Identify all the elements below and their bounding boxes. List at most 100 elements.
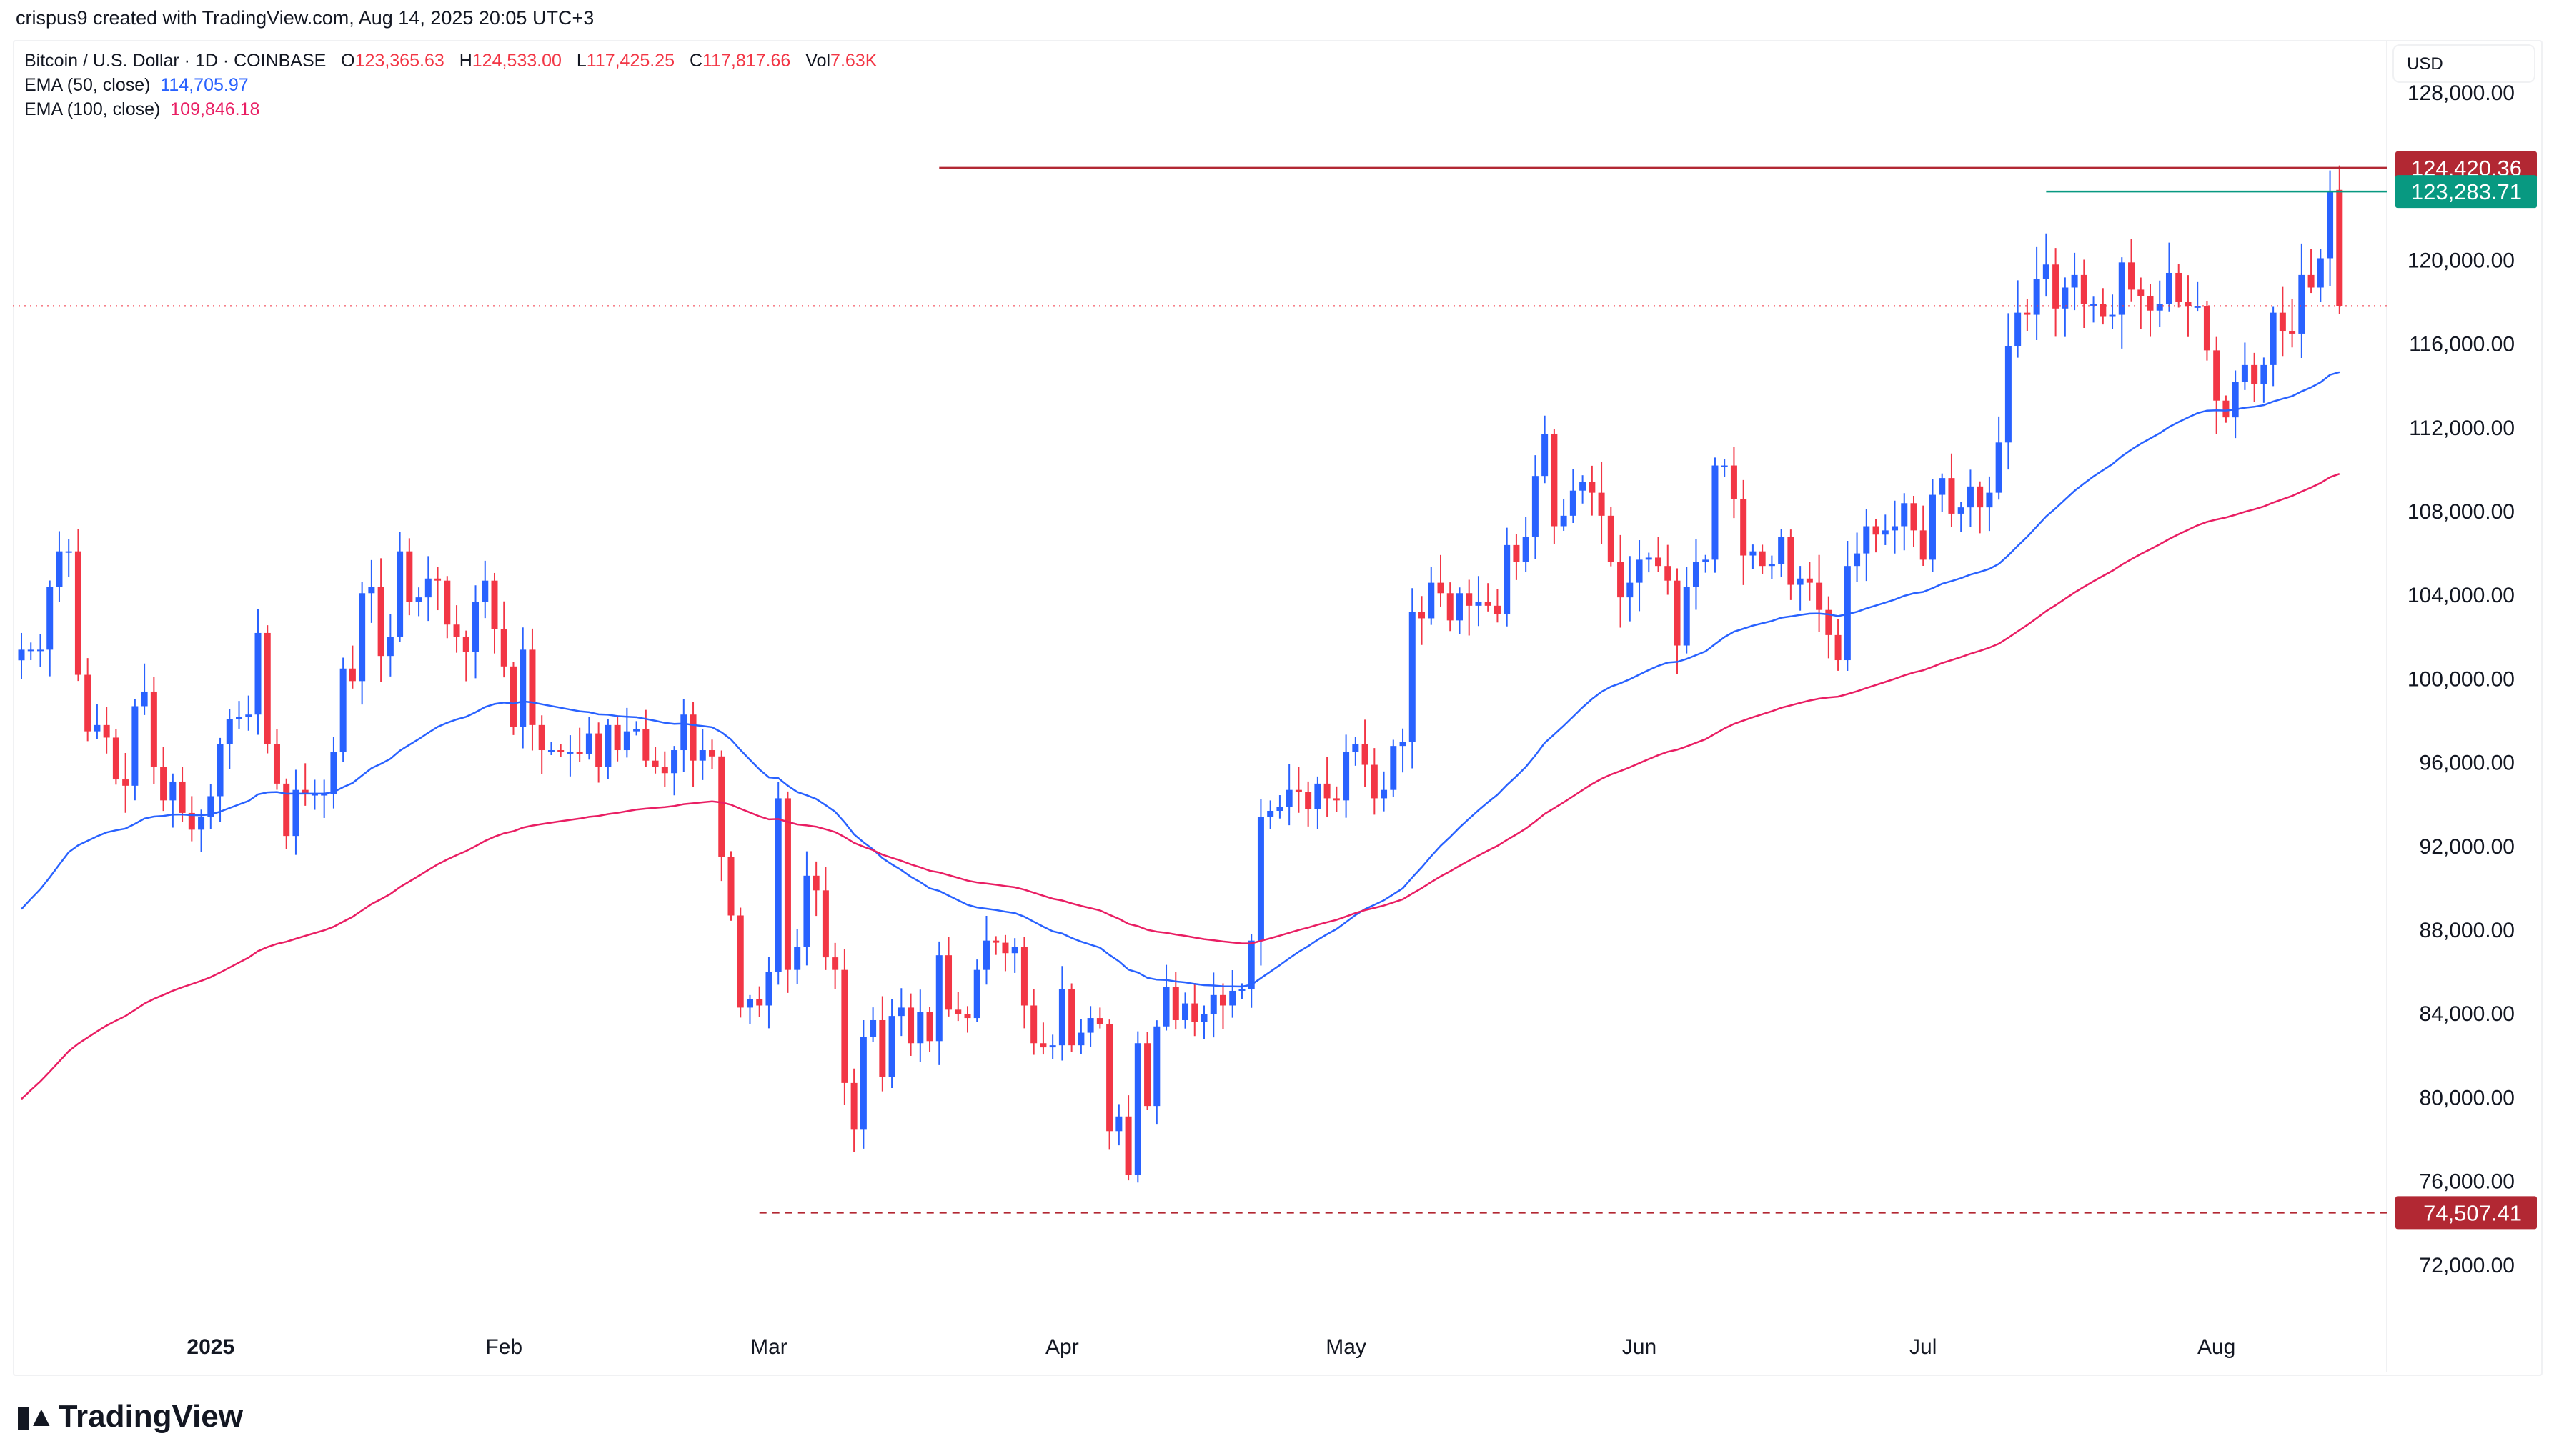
x-tick-label: 2025	[187, 1335, 234, 1359]
candle-body	[1408, 612, 1416, 742]
ema100-line	[21, 473, 2340, 1100]
ema100-label: EMA (100, close)	[24, 99, 161, 119]
tradingview-logo[interactable]: ▮▲ TradingView	[16, 1399, 243, 1435]
candle-body	[1740, 499, 1747, 556]
x-tick-label: Jul	[1909, 1335, 1937, 1359]
level-price-label: 74,507.41	[2423, 1200, 2522, 1225]
candle-body	[500, 629, 507, 667]
candle-body	[2213, 350, 2220, 401]
candle-body	[283, 783, 290, 837]
candle-body	[179, 781, 186, 813]
candle-body	[46, 587, 54, 650]
candle-body	[1522, 537, 1529, 562]
ema100-row[interactable]: EMA (100, close) 109,846.18	[24, 97, 877, 121]
candle-body	[1645, 557, 1652, 560]
candle-body	[983, 940, 990, 970]
close-label: C	[689, 51, 703, 71]
y-tick-label: 80,000.00	[2420, 1086, 2515, 1110]
candle-body	[1087, 1018, 1094, 1033]
candle-body	[1655, 557, 1662, 567]
level-price-badge	[2395, 1196, 2537, 1230]
candle-body	[2100, 304, 2107, 317]
candle-body	[1948, 478, 1955, 514]
candle-body	[898, 1007, 905, 1017]
candle-body	[1201, 1014, 1208, 1022]
candle-body	[150, 691, 157, 767]
candle-body	[2033, 279, 2040, 315]
candle-body	[1484, 601, 1491, 606]
y-tick-label: 88,000.00	[2420, 919, 2515, 942]
candle-body	[1049, 1045, 1056, 1048]
candle-body	[1229, 990, 1236, 1006]
candle-body	[2203, 306, 2210, 351]
candle-body	[1210, 994, 1217, 1014]
candle-body	[131, 706, 139, 786]
candle-body	[908, 1007, 915, 1044]
level-price-badge	[2395, 175, 2537, 209]
candle-body	[746, 999, 753, 1008]
candle-body	[2014, 312, 2022, 346]
low-value: 117,425.25	[586, 51, 675, 71]
x-tick-label: May	[1326, 1335, 1366, 1359]
candle-body	[1390, 746, 1397, 790]
candle-body	[2222, 400, 2230, 418]
candle-body	[784, 798, 791, 970]
ema50-line	[21, 371, 2340, 988]
symbol-title[interactable]: Bitcoin / U.S. Dollar · 1D · COINBASE	[24, 51, 327, 71]
candle-body	[2042, 264, 2049, 279]
candle-body	[1569, 490, 1576, 516]
x-tick-label: Mar	[750, 1335, 787, 1359]
candle-body	[1286, 789, 1293, 807]
candle-body	[339, 668, 347, 752]
candle-body	[1314, 783, 1321, 809]
y-tick-label: 104,000.00	[2408, 584, 2515, 607]
candle-body	[2128, 262, 2135, 290]
candle-body	[964, 1014, 971, 1019]
candle-body	[2090, 304, 2097, 306]
candle-body	[1446, 593, 1454, 621]
candle-body	[926, 1012, 933, 1042]
candle-body	[2062, 287, 2069, 309]
candle-body	[1872, 526, 1879, 535]
candle-body	[955, 1009, 962, 1014]
candle-body	[2317, 258, 2324, 288]
candle-body	[2080, 274, 2087, 304]
candle-body	[2327, 191, 2334, 259]
candle-body	[1078, 1032, 1085, 1046]
y-tick-label: 76,000.00	[2420, 1170, 2515, 1194]
candle-body	[74, 551, 81, 675]
candle-body	[2071, 274, 2078, 288]
candle-body	[1248, 940, 1255, 989]
candle-body	[1929, 494, 1936, 560]
candle-body	[1134, 1043, 1141, 1175]
candle-body	[1787, 537, 1794, 585]
candle-body	[1579, 482, 1586, 491]
candle-body	[1768, 564, 1775, 567]
volume-label: Vol	[805, 51, 831, 71]
currency-button[interactable]: USD	[2392, 44, 2535, 83]
y-tick-label: 120,000.00	[2408, 249, 2515, 272]
candle-body	[1854, 553, 1861, 567]
candle-body	[84, 674, 91, 732]
candle-body	[491, 580, 498, 629]
candle-body	[94, 724, 101, 732]
candle-body	[1702, 559, 1709, 562]
candle-body	[1371, 764, 1378, 799]
candle-body	[1040, 1043, 1047, 1048]
candle-body	[1352, 744, 1359, 752]
candle-body	[1030, 1005, 1038, 1044]
candle-body	[1797, 578, 1804, 585]
candle-body	[141, 691, 148, 707]
candle-body	[633, 729, 640, 732]
high-value: 124,533.00	[472, 51, 562, 71]
candle-body	[1381, 789, 1388, 799]
candle-body	[18, 649, 25, 661]
level-price-label: 123,283.71	[2411, 179, 2522, 204]
candle-body	[1967, 486, 1974, 508]
candle-body	[2147, 296, 2154, 311]
ema50-row[interactable]: EMA (50, close) 114,705.97	[24, 73, 877, 97]
candle-body	[642, 729, 650, 761]
chart-panel[interactable]	[13, 40, 2543, 1376]
candle-body	[832, 957, 839, 970]
